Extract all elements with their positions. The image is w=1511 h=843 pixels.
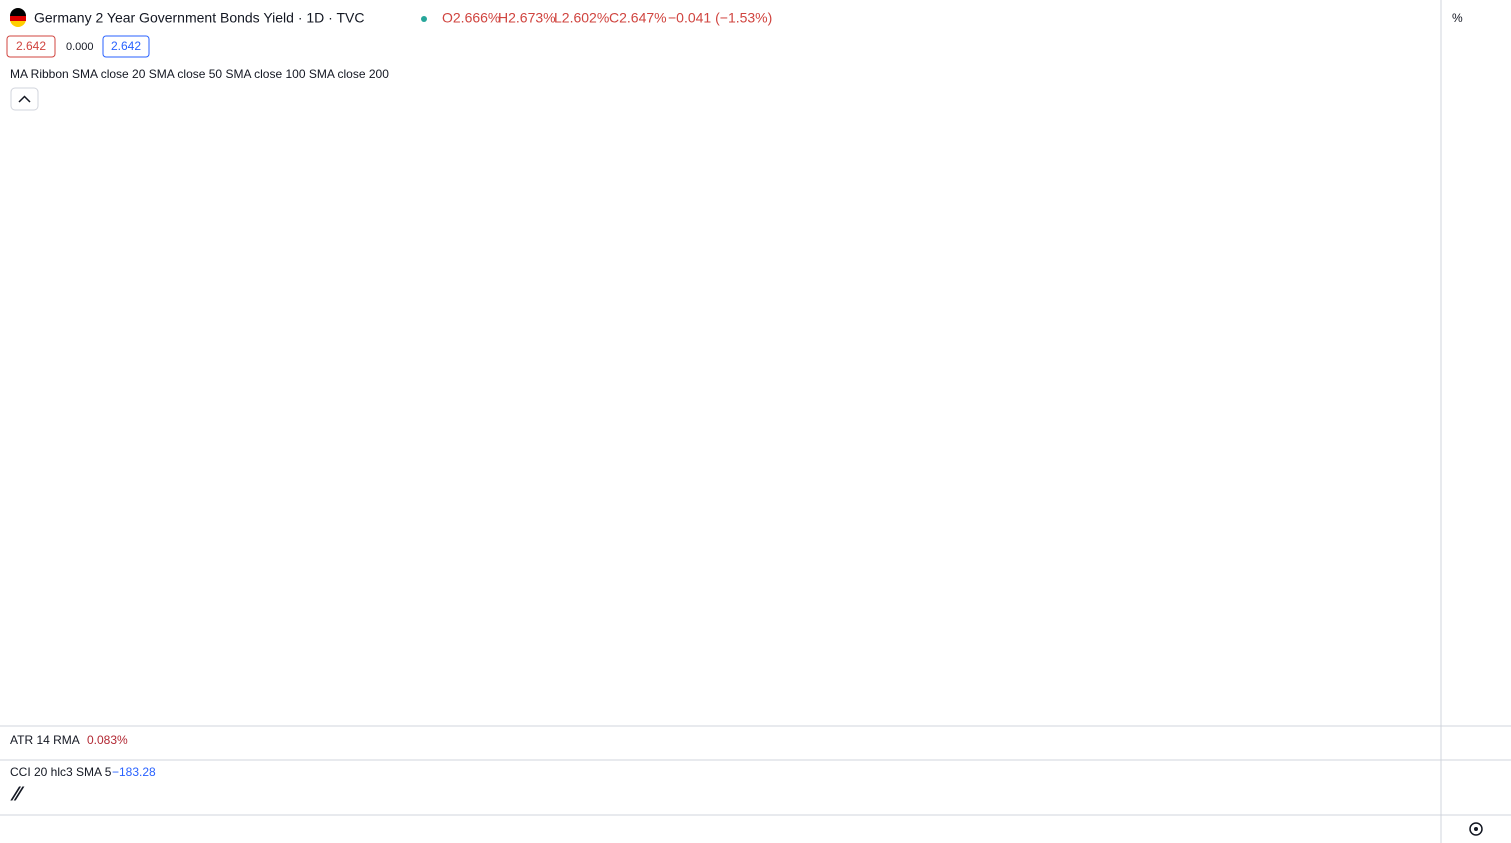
flag-icon — [10, 16, 26, 21]
ohlc-high: H2.673% — [498, 10, 556, 26]
atr-title: ATR 14 RMA — [10, 733, 80, 747]
settings-icon — [1474, 827, 1478, 831]
symbol-title: Germany 2 Year Government Bonds Yield · … — [34, 10, 364, 26]
collapse-button[interactable] — [10, 87, 39, 111]
bid-box[interactable] — [6, 35, 56, 58]
ohlc-change: −0.041 (−1.53%) — [668, 10, 772, 26]
ohlc-low: L2.602% — [554, 10, 609, 26]
cci-value: −183.28 — [112, 765, 156, 779]
spread: 0.000 — [66, 41, 94, 53]
unit-label: % — [1452, 11, 1463, 25]
atr-value: 0.083% — [87, 733, 128, 747]
bid-price: 2.642 — [16, 39, 46, 53]
ohlc-close: C2.647% — [609, 10, 667, 26]
ask-box[interactable] — [102, 35, 150, 58]
flag-icon — [10, 8, 26, 16]
ohlc-open: O2.666% — [442, 10, 500, 26]
cci-title: CCI 20 hlc3 SMA 5 — [10, 765, 112, 779]
market-status — [421, 16, 427, 22]
collapse-icon — [18, 95, 31, 103]
settings-icon[interactable] — [1469, 822, 1483, 836]
ask-price: 2.642 — [111, 39, 141, 53]
ma-ribbon-title: MA Ribbon SMA close 20 SMA close 50 SMA … — [10, 67, 389, 81]
legend: Germany 2 Year Government Bonds Yield · … — [6, 8, 1483, 836]
